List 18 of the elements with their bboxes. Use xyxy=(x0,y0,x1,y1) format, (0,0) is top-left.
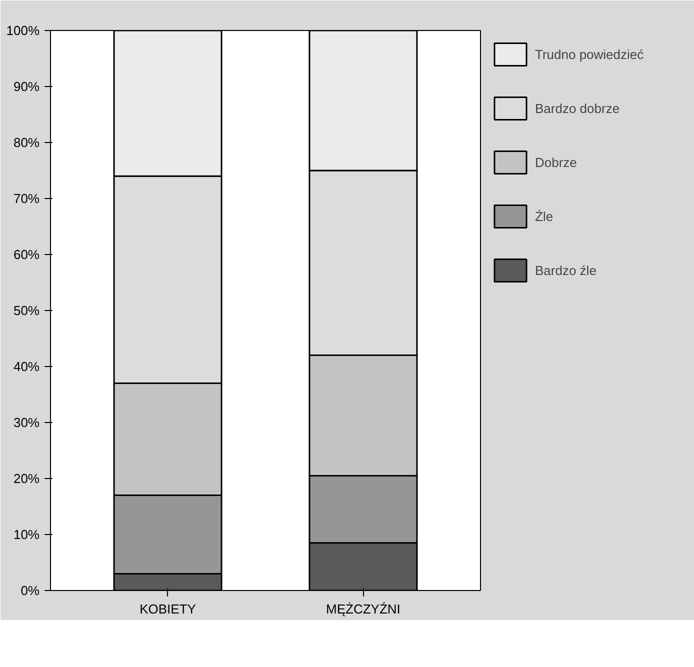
y-tick-label: 0% xyxy=(20,583,40,598)
x-tick-label: MĘŻCZYŹNI xyxy=(326,602,400,616)
y-tick-label: 90% xyxy=(13,79,40,94)
y-tick-label: 10% xyxy=(13,527,40,542)
legend-label: Źle xyxy=(535,208,554,224)
legend-label: Dobrze xyxy=(535,154,577,170)
y-tick-label: 30% xyxy=(13,415,40,430)
y-tick-label: 40% xyxy=(13,359,40,374)
y-tick-label: 60% xyxy=(13,247,40,262)
y-tick-label: 50% xyxy=(13,303,40,318)
y-tick-label: 70% xyxy=(13,191,40,206)
legend-label: Bardzo dobrze xyxy=(535,100,620,116)
legend-label: Bardzo źle xyxy=(535,262,596,278)
y-tick-label: 100% xyxy=(6,23,40,38)
legend-label: Trudno powiedzieć xyxy=(535,46,644,62)
x-tick-label: KOBIETY xyxy=(140,602,196,616)
y-tick-label: 20% xyxy=(13,471,40,486)
y-tick-label: 80% xyxy=(13,135,40,150)
